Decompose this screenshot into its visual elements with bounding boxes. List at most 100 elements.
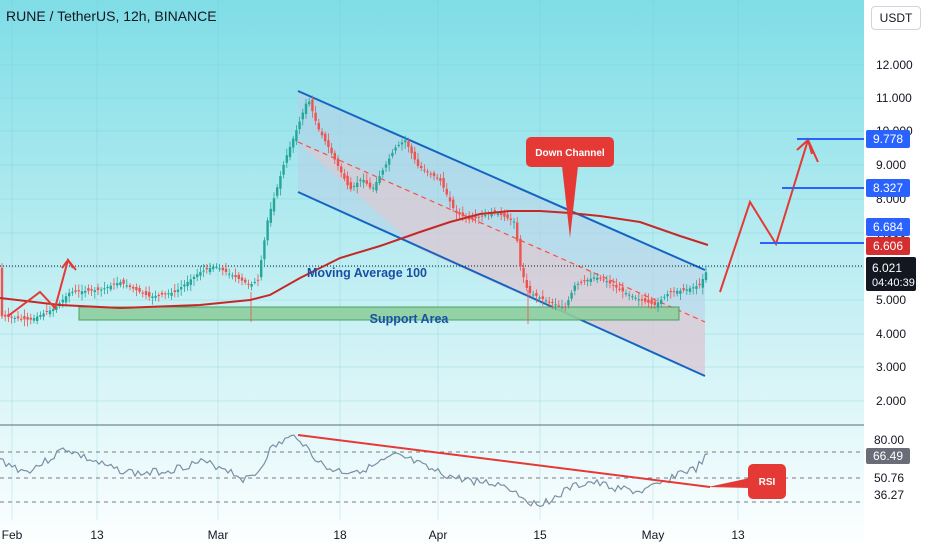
candle-body [90, 289, 93, 291]
candle-body [496, 213, 500, 216]
candle-body [551, 302, 554, 304]
time-tick-label: 18 [333, 528, 347, 542]
candle-body [23, 316, 26, 320]
rsi-current-label: 66.49 [866, 448, 910, 464]
candle-body [26, 316, 29, 320]
candle-body [141, 292, 144, 294]
candle-body [570, 292, 573, 299]
candle-body [208, 268, 212, 273]
candle-body [525, 279, 528, 288]
candle-body [426, 171, 429, 173]
support-area-box[interactable] [78, 306, 680, 321]
candle-body [298, 121, 301, 130]
time-tick-label: May [642, 528, 665, 542]
candle-body [231, 275, 234, 277]
candle-body [599, 277, 602, 279]
down-channel-area [298, 91, 705, 376]
candle-body [557, 305, 560, 307]
candle-body [151, 296, 154, 299]
rsi-divergence-trendline[interactable] [297, 434, 711, 488]
current-price-value: 6.021 [872, 261, 902, 275]
down-channel-midline [297, 141, 706, 323]
down-channel-lower-line[interactable] [297, 191, 706, 377]
candle-body [612, 284, 615, 286]
candle-body [148, 292, 151, 297]
candle-body [189, 279, 192, 285]
candle-body [548, 301, 551, 303]
candle-body [628, 294, 631, 296]
candle-body [381, 170, 384, 175]
moving-average-100-line[interactable] [0, 210, 709, 310]
candle-body [196, 274, 199, 278]
rsi-callout[interactable] [748, 464, 786, 499]
candle-body [461, 212, 464, 217]
candle-body [285, 155, 288, 163]
candle-body [87, 288, 90, 291]
candle-body [100, 289, 103, 291]
candle-body [400, 142, 404, 145]
candle-body [535, 292, 538, 296]
candle-body [685, 289, 688, 291]
candle-body [503, 212, 506, 217]
candle-body [583, 280, 586, 282]
candle-body [509, 218, 512, 220]
rsi-pane[interactable]: RSI [0, 434, 864, 508]
symbol-title[interactable]: RUNE / TetherUS, 12h, BINANCE [6, 8, 217, 24]
candle-body [103, 288, 106, 290]
main-price-pane[interactable]: Support Area Moving Average 100 Down Cha… [0, 90, 864, 377]
candle-body [679, 290, 682, 294]
price-tick-label: 2.000 [876, 394, 906, 408]
time-axis[interactable]: Feb 13 Mar 18 Apr 15 May 13 [2, 528, 745, 542]
candle-body [192, 276, 196, 280]
price-label-9778: 9.778 [866, 130, 910, 148]
candle-body [279, 176, 282, 189]
candle-body [176, 289, 180, 293]
candle-body [167, 293, 170, 295]
candle-body [695, 286, 698, 289]
candle-body [410, 146, 413, 154]
down-channel-callout[interactable] [526, 137, 614, 167]
candlestick-series[interactable] [0, 95, 708, 327]
candle-body [436, 177, 439, 179]
candle-body [301, 112, 304, 120]
candle-body [292, 138, 295, 148]
candle-body [359, 179, 362, 181]
candle-body [567, 300, 570, 306]
candle-body [650, 299, 653, 304]
price-axis[interactable]: 12.00011.00010.0009.0008.0007.0006.0005.… [866, 58, 916, 502]
candle-body [596, 277, 599, 280]
candle-body [304, 103, 308, 115]
candle-body [106, 286, 109, 289]
candle-body [240, 277, 244, 281]
candle-body [74, 290, 77, 292]
candle-body [282, 164, 285, 175]
candle-body [407, 141, 410, 147]
candle-body [500, 211, 503, 216]
candle-body [656, 302, 660, 308]
candle-body [448, 197, 452, 202]
candle-body [429, 173, 432, 175]
candle-body [308, 101, 311, 105]
candle-body [64, 296, 68, 303]
time-tick-label: 15 [533, 528, 547, 542]
candle-body [605, 281, 608, 283]
candle-body [592, 277, 596, 279]
candle-body [122, 279, 125, 284]
candle-body [442, 177, 445, 188]
rsi-line[interactable] [0, 434, 709, 508]
rsi-tick-label: 50.76 [874, 471, 904, 485]
candle-body [420, 165, 423, 169]
candle-body [256, 279, 260, 281]
candle-body [112, 283, 116, 285]
candle-body [266, 220, 269, 241]
down-channel-upper-line[interactable] [297, 90, 706, 271]
candle-body [640, 299, 644, 301]
candle-body [154, 295, 157, 298]
candle-body [48, 310, 52, 315]
candle-body [343, 173, 346, 179]
candle-body [455, 210, 458, 213]
currency-button[interactable]: USDT [871, 6, 921, 30]
candle-body [445, 188, 448, 195]
